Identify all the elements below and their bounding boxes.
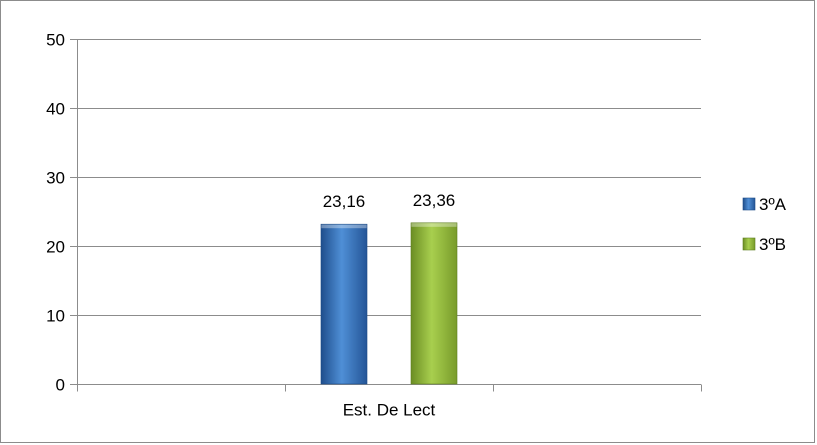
data-label: 23,36 <box>413 191 456 210</box>
bar-bevel <box>321 224 367 229</box>
legend-label: 3ºB <box>759 235 786 254</box>
bar-bevel <box>411 222 457 227</box>
y-tick-label: 40 <box>46 100 65 119</box>
legend-item: 3ºB <box>742 235 786 254</box>
x-tick-label: Est. De Lect <box>343 401 436 420</box>
bar-3ºA <box>320 223 368 385</box>
bar-3ºB <box>410 222 458 385</box>
y-tick-label: 30 <box>46 169 65 188</box>
y-tick-label: 20 <box>46 238 65 257</box>
bar <box>321 224 367 384</box>
y-tick-label: 10 <box>46 307 65 326</box>
data-labels: 23,16 23,36 <box>323 191 456 211</box>
y-tick-label: 0 <box>56 376 65 395</box>
legend-label: 3ºA <box>759 195 787 214</box>
bar-outline <box>410 222 458 385</box>
data-label: 23,16 <box>323 192 366 211</box>
bar <box>411 222 457 384</box>
legend-item: 3ºA <box>742 195 787 214</box>
y-tick-label: 50 <box>46 31 65 50</box>
gridlines <box>77 39 701 316</box>
legend-swatch <box>742 197 756 211</box>
legend-swatch <box>742 237 756 251</box>
legend: 3ºA 3ºB <box>742 195 787 254</box>
bar-outline <box>320 223 368 385</box>
bars <box>320 222 458 385</box>
axes: 0 10 20 30 40 50 Est. De Lect <box>46 31 702 420</box>
